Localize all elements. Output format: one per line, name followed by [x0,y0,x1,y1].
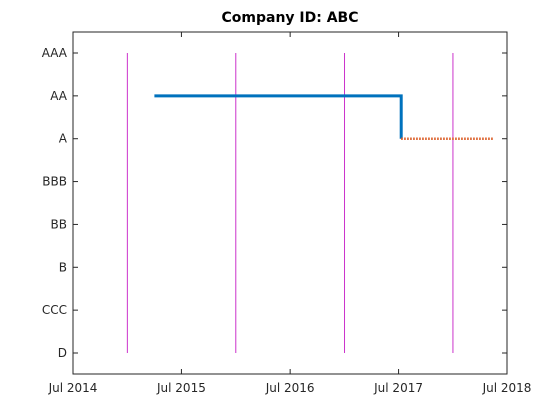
x-tick-label-4: Jul 2018 [482,381,532,395]
chart-title: Company ID: ABC [222,10,359,26]
y-tick-label-2: B [59,260,67,274]
series-layer [154,94,493,140]
year-end-markers [126,53,454,353]
x-tick-label-1: Jul 2015 [156,381,206,395]
y-tick-label-7: AAA [42,46,68,60]
series-line-0 [154,94,403,139]
y-tick-label-0: D [58,346,67,360]
y-tick-label-4: BBB [42,175,67,189]
x-tick-label-2: Jul 2016 [265,381,315,395]
y-tick-label-3: BB [51,217,67,231]
y-tick-label-5: A [59,132,68,146]
x-axis: Jul 2014 Jul 2015 Jul 2016 Jul 2017 Jul 2018 [48,32,532,395]
y-tick-label-6: AA [50,89,68,103]
x-tick-label-0: Jul 2014 [48,381,98,395]
x-tick-label-3: Jul 2017 [373,381,423,395]
y-tick-label-1: CCC [42,303,67,317]
plot-area [73,32,507,374]
